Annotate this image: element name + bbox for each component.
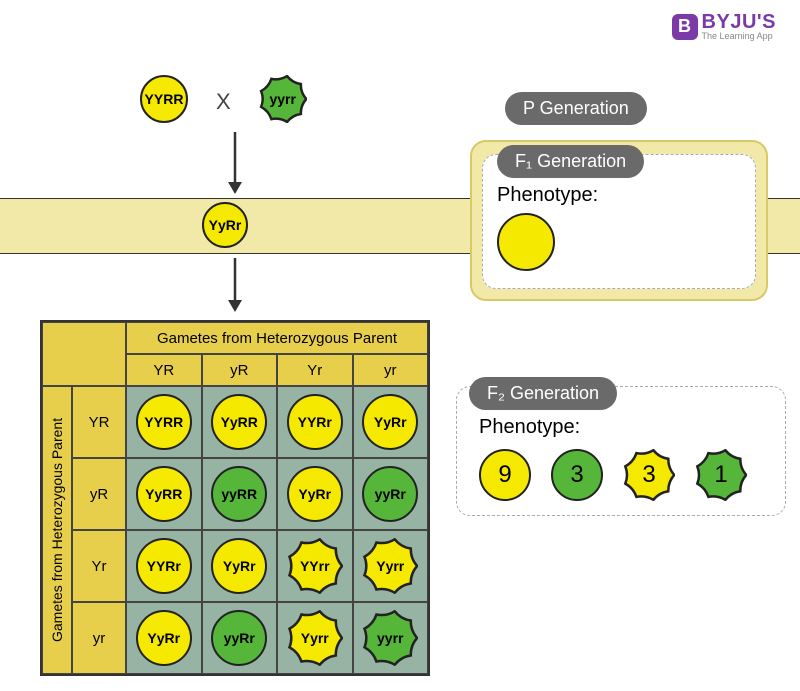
ratio-seed: 9 (479, 449, 531, 501)
punnett-cell: YyRr (277, 458, 353, 530)
punnett-cell: YYRR (126, 386, 202, 458)
f1-generation-label: F₁ Generation (497, 145, 644, 178)
punnett-cell: YYrr (277, 530, 353, 602)
ratio-seed: 3 (623, 449, 675, 501)
seed-label: yyRr (224, 630, 255, 646)
cross-symbol: X (216, 89, 231, 115)
ratio-seed: 3 (551, 449, 603, 501)
seed-label: YyRr (147, 630, 180, 646)
f2-generation-label: F₂ Generation (469, 377, 617, 410)
parent2-seed: yyrr (259, 75, 307, 128)
punnett-cell: YyRr (202, 530, 278, 602)
punnett-top-title: Gametes from Heterozygous Parent (126, 322, 428, 354)
f2-box: F₂ Generation Phenotype: 9331 (456, 386, 786, 516)
punnett-cell: yyRr (353, 458, 429, 530)
seed-label: yyRr (375, 486, 406, 502)
seed-label: Yyrr (301, 630, 329, 646)
f1-box: F₁ Generation Phenotype: (470, 140, 768, 301)
f2-ratio-row: 9 3 3 1 (479, 449, 773, 501)
seed-label: 9 (498, 461, 511, 489)
seed-label: yyrr (377, 630, 403, 646)
p-cross: YYRR X yyrr (140, 75, 307, 128)
seed-label: YyRr (209, 217, 242, 233)
punnett-col-head: yr (353, 354, 429, 386)
punnett-cell: yyrr (353, 602, 429, 674)
punnett-col-head: YR (126, 354, 202, 386)
seed-label: yyRR (221, 486, 257, 502)
seed-label: 1 (714, 461, 727, 489)
seed-label: YYRR (145, 91, 184, 107)
logo-sub: The Learning App (702, 32, 776, 41)
seed-label: 3 (642, 461, 655, 489)
punnett-cell: Yyrr (353, 530, 429, 602)
seed-label: YyRr (374, 414, 407, 430)
logo-main: BYJU'S (702, 12, 776, 32)
seed-label: yyrr (269, 91, 295, 107)
logo-badge: B (672, 14, 698, 40)
punnett-cell: YyRr (126, 602, 202, 674)
seed-label: Yyrr (376, 558, 404, 574)
phenotype-label: Phenotype: (497, 184, 741, 207)
parent1-seed: YYRR (140, 75, 188, 128)
f1-seed: YyRr (202, 202, 248, 253)
punnett-cell: YYRr (277, 386, 353, 458)
seed-label: YyRr (298, 486, 331, 502)
punnett-col-head: yR (202, 354, 278, 386)
seed-label: YYRr (147, 558, 181, 574)
punnett-cell: yyRR (202, 458, 278, 530)
p-generation-label: P Generation (505, 92, 647, 125)
seed-label: YYrr (300, 558, 330, 574)
seed-label: YYRR (144, 414, 183, 430)
arrow-icon (225, 132, 245, 196)
ratio-seed: 1 (695, 449, 747, 501)
punnett-left-title: Gametes from Heterozygous Parent (42, 386, 72, 674)
punnett-cell: YYRr (126, 530, 202, 602)
f1-phenotype-seed (497, 213, 741, 276)
seed-label: YYRr (298, 414, 332, 430)
punnett-square: Gametes from Heterozygous ParentYRyRYryr… (40, 320, 430, 676)
seed-label: YyRR (221, 414, 258, 430)
seed-label: YyRr (223, 558, 256, 574)
seed-label: YyRR (145, 486, 182, 502)
punnett-row-head: Yr (72, 530, 126, 602)
logo: B BYJU'S The Learning App (672, 12, 776, 41)
punnett-cell: YyRr (353, 386, 429, 458)
phenotype-label: Phenotype: (479, 416, 773, 439)
punnett-row-head: YR (72, 386, 126, 458)
punnett-row-head: yr (72, 602, 126, 674)
seed-label: 3 (570, 461, 583, 489)
punnett-row-head: yR (72, 458, 126, 530)
punnett-col-head: Yr (277, 354, 353, 386)
punnett-cell: Yyrr (277, 602, 353, 674)
punnett-cell: YyRR (126, 458, 202, 530)
arrow-icon (225, 258, 245, 314)
punnett-cell: YyRR (202, 386, 278, 458)
punnett-cell: yyRr (202, 602, 278, 674)
